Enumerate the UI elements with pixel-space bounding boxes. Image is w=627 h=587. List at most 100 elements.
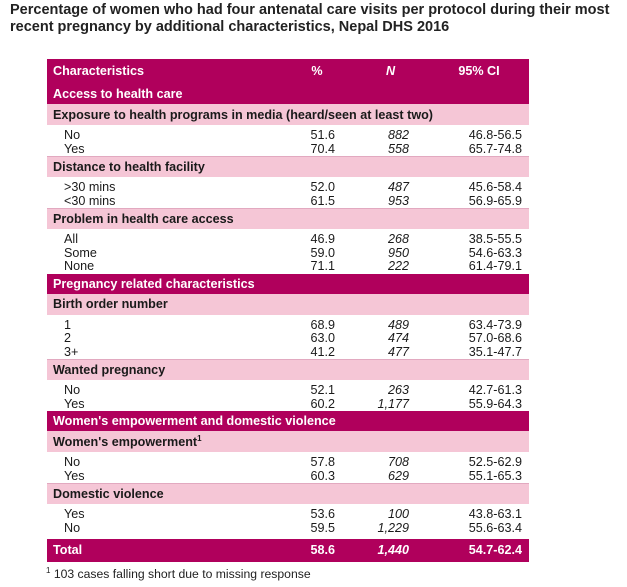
table-row: Some 59.0 950 54.6-63.3 (47, 245, 529, 261)
row-n: 558 (387, 141, 409, 156)
row-percent: 53.6 (310, 507, 335, 521)
group-header-row: Problem in health care access (47, 208, 529, 229)
row-n: 708 (387, 455, 409, 469)
total-n: 1,440 (352, 539, 429, 562)
group-label-cell: Problem in health care access (47, 208, 529, 229)
row-ci: 42.7-61.3 (468, 383, 522, 397)
group-label: Domestic violence (53, 487, 164, 501)
group-header-row: Domestic violence (47, 483, 529, 504)
row-percent: 60.2 (310, 396, 335, 411)
table-row: <30 mins 61.5 953 56.9-65.9 (47, 193, 529, 209)
table-row: 3+ 41.2 477 35.1-47.7 (47, 344, 529, 360)
row-ci: 63.4-73.9 (468, 317, 522, 332)
table-row: No 57.8 708 52.5-62.9 (47, 455, 529, 470)
table-row: No 59.5 1,229 55.6-63.4 (47, 520, 529, 536)
row-percent: 63.0 (310, 331, 335, 345)
group-label-cell: Distance to health facility (47, 156, 529, 177)
row-ci: 38.5-55.5 (468, 232, 522, 246)
footnote-text: 103 cases falling short due to missing r… (50, 567, 311, 581)
group-label: Exposure to health programs in media (he… (53, 107, 434, 122)
row-label: None (64, 259, 95, 273)
section-label: Access to health care (47, 84, 529, 104)
table-row: All 46.9 268 38.5-55.5 (47, 232, 529, 247)
table-header-row: Characteristics % N 95% CI (47, 59, 529, 84)
header-n: N (352, 59, 429, 84)
row-label: All (64, 232, 78, 246)
row-n: 487 (387, 180, 409, 194)
table-row: None 71.1 222 61.4-79.1 (47, 259, 529, 274)
row-label: <30 mins (64, 193, 116, 208)
row-percent: 60.3 (310, 468, 335, 483)
row-percent: 57.8 (310, 455, 335, 469)
group-header-row: Distance to health facility (47, 156, 529, 177)
table-row: >30 mins 52.0 487 45.6-58.4 (47, 180, 529, 195)
footnote-mark: 1 (46, 565, 51, 575)
row-n: 489 (387, 317, 409, 332)
row-label: Yes (64, 141, 85, 156)
row-n: 882 (387, 128, 409, 142)
row-percent: 52.1 (310, 383, 335, 397)
row-label: No (64, 520, 81, 535)
row-n: 100 (387, 507, 409, 521)
table-body: Characteristics % N 95% CI Access to hea… (47, 59, 529, 562)
row-percent: 61.5 (310, 193, 335, 208)
row-n: 950 (387, 245, 409, 260)
row-label: No (64, 383, 81, 397)
row-n: 1,229 (377, 520, 409, 535)
row-percent: 52.0 (310, 180, 335, 194)
group-label: Problem in health care access (53, 212, 234, 226)
row-ci: 46.8-56.5 (468, 128, 522, 142)
group-header-row: Women's empowerment1 (47, 431, 529, 452)
row-percent: 41.2 (310, 344, 335, 359)
row-percent: 59.0 (310, 245, 335, 260)
row-percent: 59.5 (310, 520, 335, 535)
group-label-cell: Exposure to health programs in media (he… (47, 104, 529, 125)
row-n: 263 (387, 383, 409, 397)
row-percent: 51.6 (310, 128, 335, 142)
group-label: Distance to health facility (53, 160, 205, 174)
total-label: Total (47, 539, 282, 562)
section-label: Women's empowerment and domestic violenc… (47, 411, 529, 431)
row-ci: 52.5-62.9 (468, 455, 522, 469)
row-ci: 55.6-63.4 (468, 520, 522, 535)
footnote: 1 103 cases falling short due to missing… (46, 565, 311, 581)
group-label-cell: Wanted pregnancy (47, 359, 529, 380)
row-percent: 71.1 (310, 259, 335, 273)
section-label: Pregnancy related characteristics (47, 273, 529, 294)
row-percent: 46.9 (310, 232, 335, 246)
group-label: Wanted pregnancy (53, 363, 166, 377)
row-label: No (64, 128, 81, 142)
row-label: Yes (64, 396, 85, 411)
header-characteristics: Characteristics (47, 59, 282, 84)
table-row: Yes 70.4 558 65.7-74.8 (47, 141, 529, 157)
row-label: Some (64, 245, 97, 260)
table-title: Percentage of women who had four antenat… (10, 2, 610, 35)
group-label-cell: Domestic violence (47, 483, 529, 504)
table-row: 2 63.0 474 57.0-68.6 (47, 331, 529, 346)
row-label: >30 mins (64, 180, 116, 194)
header-percent: % (282, 59, 352, 84)
table-row: 1 68.9 489 63.4-73.9 (47, 317, 529, 333)
row-ci: 57.0-68.6 (468, 331, 522, 345)
row-n: 474 (387, 331, 409, 345)
table-row: Yes 53.6 100 43.8-63.1 (47, 507, 529, 522)
row-n: 629 (387, 468, 409, 483)
row-label: 3+ (64, 344, 79, 359)
section-header-row: Access to health care (47, 84, 529, 104)
row-percent: 68.9 (310, 317, 335, 332)
group-label-cell: Birth order number (47, 293, 529, 315)
section-header-row: Women's empowerment and domestic violenc… (47, 411, 529, 431)
row-ci: 65.7-74.8 (468, 141, 522, 156)
row-n: 268 (387, 232, 409, 246)
row-ci: 55.9-64.3 (468, 396, 522, 411)
total-row: Total 58.6 1,440 54.7-62.4 (47, 539, 529, 562)
row-label: 1 (64, 317, 72, 332)
row-ci: 43.8-63.1 (468, 507, 522, 521)
group-header-row: Wanted pregnancy (47, 359, 529, 380)
group-header-row: Exposure to health programs in media (he… (47, 104, 529, 125)
row-label: Yes (64, 468, 85, 483)
row-ci: 56.9-65.9 (468, 193, 522, 208)
group-header-row: Birth order number (47, 293, 529, 315)
row-label: No (64, 455, 81, 469)
row-percent: 70.4 (310, 141, 335, 156)
